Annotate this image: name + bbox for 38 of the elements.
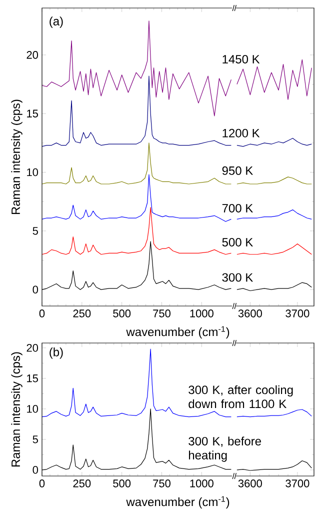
series-label: 300 K, after cooling down from 1100 K: [188, 385, 293, 408]
annotation: (a): [50, 16, 63, 28]
y-tick-label: 10: [27, 168, 38, 176]
y-tick-label: 0: [32, 286, 38, 294]
y-tick-label: 0: [32, 466, 38, 474]
y-axis-title: Raman intensity (cps): [11, 100, 22, 214]
y-tick-label: 5: [32, 436, 38, 444]
y-tick-label: 5: [32, 227, 38, 235]
x-tick-label: 3600: [238, 310, 262, 318]
x-tick-label: 1000: [190, 310, 214, 318]
x-tick-label: 0: [39, 480, 45, 488]
x-tick-label: 750: [153, 310, 170, 318]
series-label: 300 K, before heating: [188, 436, 261, 462]
y-tick-label: 15: [27, 110, 38, 118]
x-tick-label: 0: [39, 310, 45, 318]
x-axis-title: wavenumber (cm$^{-1}$): [126, 496, 230, 509]
annotation: (b): [50, 348, 63, 359]
series-label: 950 K: [222, 166, 254, 175]
series-label: 1200 K: [222, 128, 260, 138]
x-axis-title: wavenumber (cm$^{-1}$): [126, 326, 230, 339]
x-tick-label: 3700: [286, 310, 310, 318]
y-tick-label: 20: [26, 344, 38, 352]
series-label: 300 K: [222, 273, 254, 282]
y-tick-label: 10: [27, 405, 38, 413]
x-tick-label: 250: [73, 310, 91, 318]
y-axis-title: Raman intensity (cps): [11, 352, 22, 467]
x-tick-label: 500: [113, 310, 131, 318]
x-tick-label: 3700: [286, 480, 310, 488]
series-label: 500 K: [222, 238, 254, 246]
y-tick-label: 15: [27, 374, 38, 382]
x-tick-label: 500: [113, 480, 131, 488]
x-tick-label: 3600: [238, 480, 262, 488]
series-label: 700 K: [222, 204, 254, 212]
x-tick-label: 750: [153, 480, 170, 488]
series-label: 1450 K: [222, 54, 260, 64]
x-tick-label: 1000: [190, 480, 214, 488]
y-tick-label: 20: [26, 51, 38, 59]
x-tick-label: 250: [73, 480, 91, 488]
